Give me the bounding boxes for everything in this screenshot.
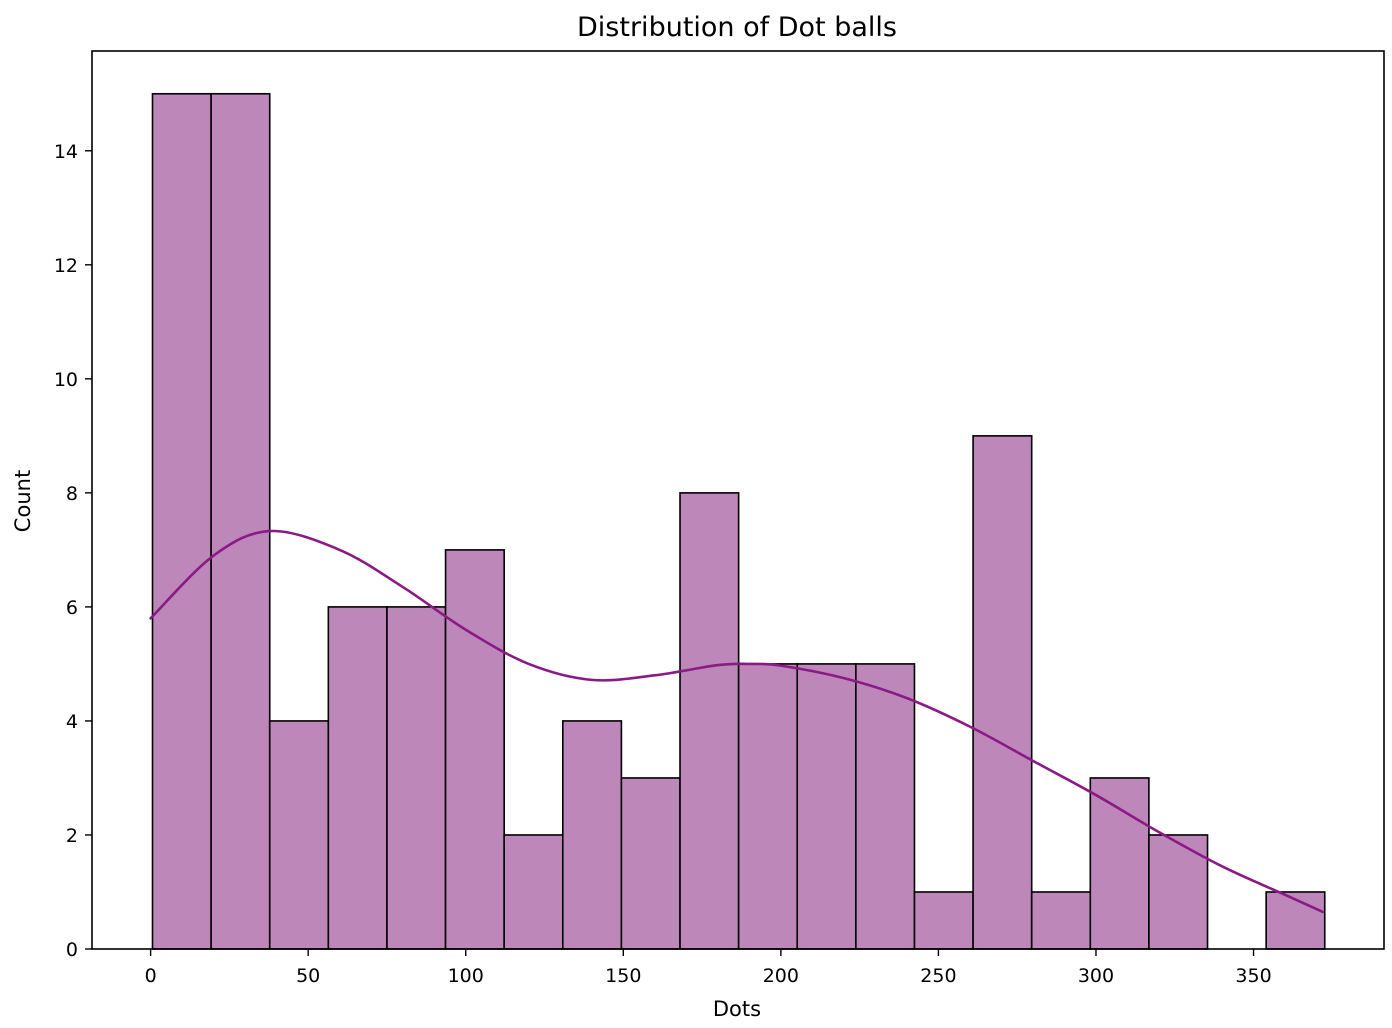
histogram-bar [1148,834,1209,950]
y-tick-label: 0 [66,939,78,961]
plot-frame [91,50,1385,950]
histogram-bar [503,834,564,950]
x-tick-label: 250 [920,965,956,987]
y-tick-label: 12 [54,255,78,277]
histogram-bar [444,549,505,950]
histogram-bar [268,720,330,950]
x-tick-label: 0 [145,965,157,987]
histogram-bar [327,606,388,950]
y-tick-label: 14 [54,141,78,163]
histogram-bar [796,663,857,950]
histogram-bar [913,891,974,950]
histogram-bar [972,435,1033,950]
x-tick-label: 100 [448,965,484,987]
x-tick-label: 50 [296,965,320,987]
histogram-bar [737,663,799,950]
x-tick-label: 350 [1235,965,1271,987]
histogram-bar [620,777,681,950]
histogram-bar [1265,891,1326,950]
y-tick-label: 8 [66,483,78,505]
histogram-bar [210,92,271,950]
bars-layer [151,92,1326,950]
x-tick-label: 200 [763,965,799,987]
chart-title: Distribution of Dot balls [577,12,897,43]
y-tick-label: 4 [66,711,78,733]
histogram-bar [386,606,447,950]
y-tick-label: 6 [66,597,78,619]
histogram-bar [1030,891,1092,950]
histogram-bar [151,92,212,950]
kde-curve [149,529,1325,914]
histogram-bar [679,492,740,950]
y-tick-label: 2 [66,825,78,847]
kde-layer [149,529,1325,914]
histogram-bar [1089,777,1150,950]
y-tick-label: 10 [54,369,78,391]
histogram-bar [561,720,623,950]
x-tick-label: 300 [1078,965,1114,987]
x-tick-label: 150 [605,965,641,987]
y-axis-label: Count [11,470,35,532]
axes-layer: 0 50 100 150 200 250 300 350 0 2 4 6 8 10 12 14 [54,50,1385,987]
histogram-bar [855,663,916,950]
x-axis-label: Dots [713,997,761,1021]
